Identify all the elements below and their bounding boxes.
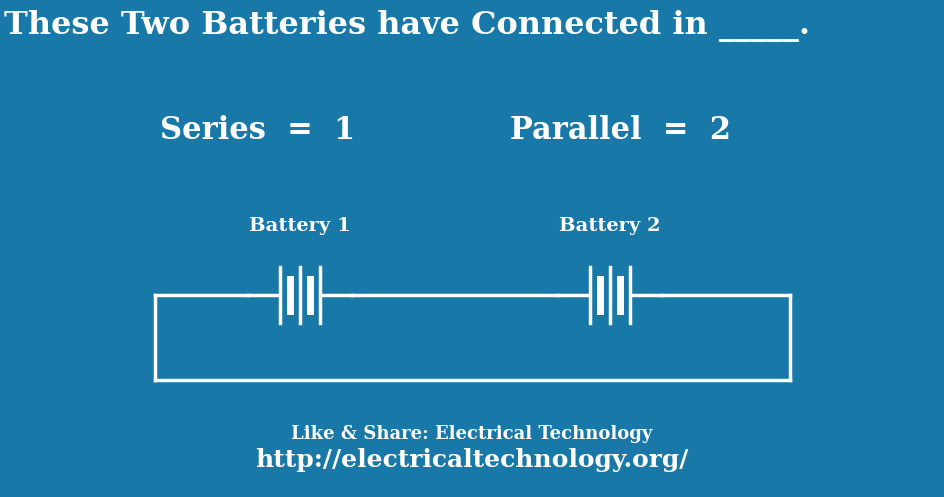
Text: Battery 1: Battery 1 xyxy=(249,217,351,235)
Text: These Two Batteries have Connected in _____.: These Two Batteries have Connected in __… xyxy=(4,10,810,42)
Text: Like & Share: Electrical Technology: Like & Share: Electrical Technology xyxy=(292,425,652,443)
Text: Series  =  1: Series = 1 xyxy=(160,115,355,146)
Text: http://electricaltechnology.org/: http://electricaltechnology.org/ xyxy=(255,448,689,472)
Text: Parallel  =  2: Parallel = 2 xyxy=(510,115,731,146)
Text: Battery 2: Battery 2 xyxy=(559,217,661,235)
